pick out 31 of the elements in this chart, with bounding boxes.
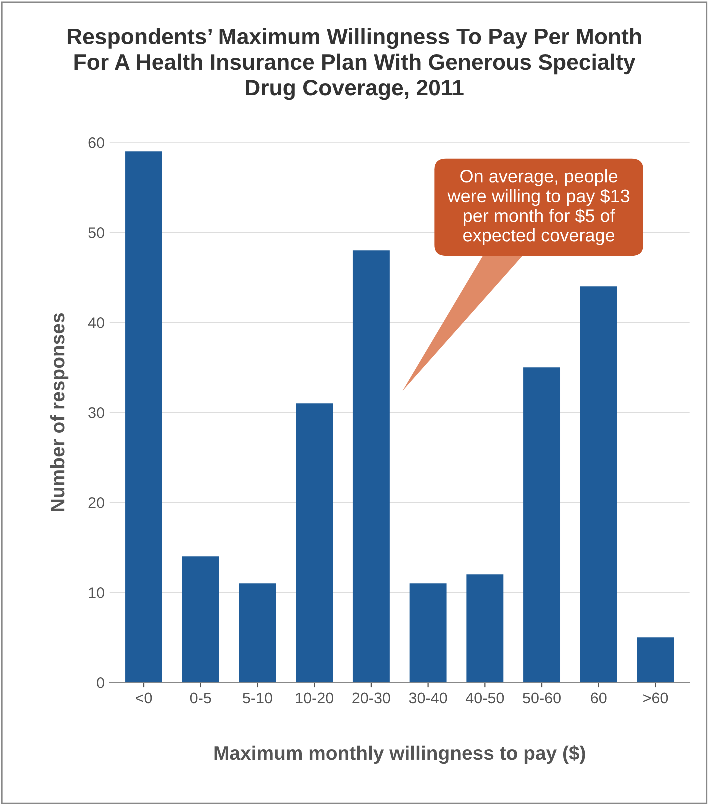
x-tick-label: 20-30 <box>352 692 390 704</box>
x-tick-label: <0 <box>136 692 152 704</box>
bar <box>580 286 618 683</box>
y-tick-label: 0 <box>97 678 104 688</box>
bar <box>352 250 390 683</box>
x-axis-title: Maximum monthly willingness to pay ($) <box>214 746 586 764</box>
chart-title: Respondents’ Maximum Willingness To Pay Per Month For A Health Insurance Plan With Generous Specialty Drug Coverage, 2011 <box>68 28 642 100</box>
x-tick-label: 40-50 <box>466 692 504 704</box>
bar <box>182 556 220 683</box>
y-tick-label: 50 <box>88 228 104 238</box>
y-tick-label: 20 <box>88 498 104 508</box>
bar <box>466 574 504 683</box>
x-tick-label: 0-5 <box>190 692 212 704</box>
y-tick-label: 10 <box>89 588 104 598</box>
bar <box>637 638 674 683</box>
bar <box>296 404 334 683</box>
x-tick-label: 30-40 <box>409 692 448 704</box>
y-axis-title: Number of responses <box>50 314 69 512</box>
y-tick-label: 40 <box>88 318 104 328</box>
x-tick-label: 5-10 <box>243 692 272 704</box>
x-tick-label: 50-60 <box>523 692 561 704</box>
x-tick-label: 10-20 <box>296 692 334 704</box>
bar <box>126 152 162 683</box>
x-tick-label: 60 <box>591 692 607 704</box>
bar <box>524 368 561 683</box>
y-tick-label: 30 <box>88 408 104 418</box>
x-tick-label: >60 <box>644 692 668 704</box>
bar <box>239 584 276 683</box>
annotation: On average, people were willing to pay $13 per month for $5 of expected coverage <box>448 170 630 246</box>
bar <box>410 584 447 683</box>
y-tick-label: 60 <box>88 138 104 148</box>
